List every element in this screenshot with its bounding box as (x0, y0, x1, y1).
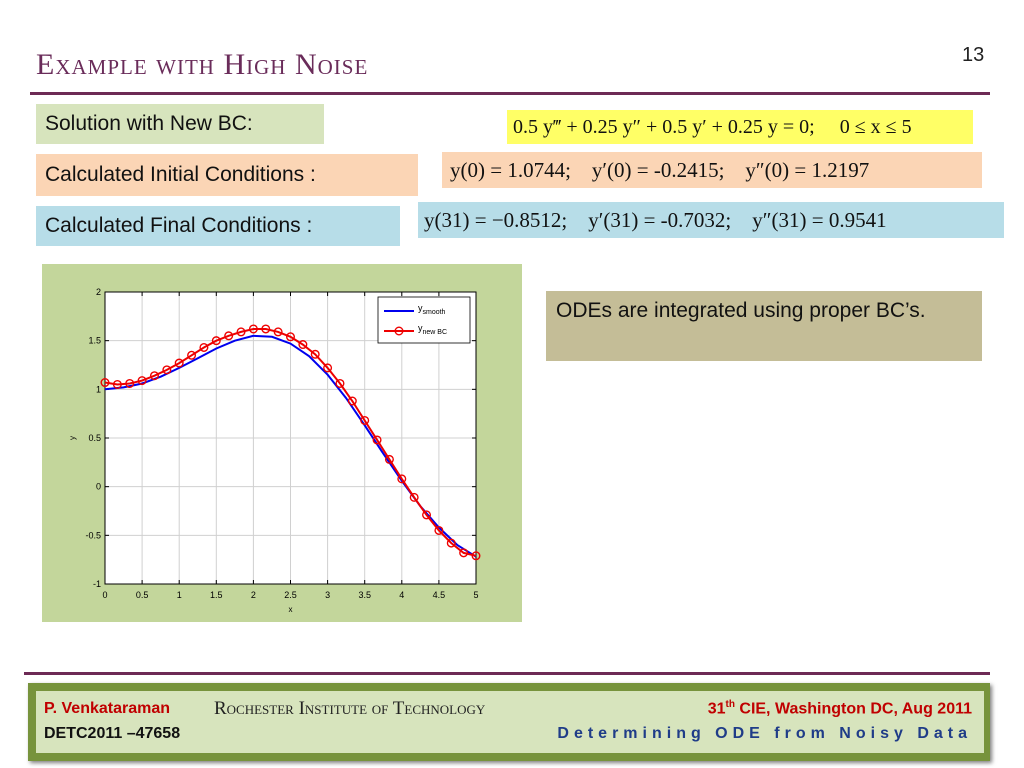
data-point (310, 349, 320, 359)
slide-title: Example with High Noise (36, 48, 369, 81)
data-point (162, 365, 172, 375)
data-point (459, 548, 469, 558)
footer-paper-id: DETC2011 –47658 (44, 725, 181, 742)
data-point (434, 525, 444, 535)
data-point (323, 363, 333, 373)
data-point (137, 376, 147, 386)
title-divider (30, 92, 990, 95)
x-tick-label: 3.5 (358, 590, 371, 600)
x-tick-label: 1 (177, 590, 182, 600)
y-tick-label: 2 (96, 287, 101, 297)
x-tick-label: 3 (325, 590, 330, 600)
data-point (261, 324, 271, 334)
new-bc-label-box: Solution with New BC: (36, 104, 324, 144)
data-point (149, 371, 159, 381)
x-tick-label: 4.5 (433, 590, 446, 600)
final-conditions-label-box: Calculated Final Conditions : (36, 206, 400, 246)
data-point (211, 336, 221, 346)
conference-number: 31 (707, 700, 726, 718)
data-point (471, 551, 481, 561)
x-tick-label: 2 (251, 590, 256, 600)
data-point (335, 378, 345, 388)
initial-conditions-label: Calculated Initial Conditions : (45, 163, 316, 186)
y-tick-label: 1 (96, 384, 101, 394)
data-point (360, 415, 370, 425)
data-point (273, 327, 283, 337)
data-point (187, 350, 197, 360)
legend-entry-subscript: new BC (423, 329, 448, 336)
final-conditions-label: Calculated Final Conditions : (45, 214, 313, 237)
x-tick-label: 1.5 (210, 590, 223, 600)
data-point (236, 327, 246, 337)
data-point (347, 396, 357, 406)
final-conditions-equation: y(31) = −0.8512; y′(31) = -0.7032; y″(31… (418, 202, 1004, 238)
y-tick-label: 1.5 (88, 336, 101, 346)
data-point (199, 342, 209, 352)
data-point (446, 538, 456, 548)
data-point (224, 331, 234, 341)
conference-ordinal: th (725, 699, 735, 710)
footer-inner: P. Venkataraman Rochester Institute of T… (36, 691, 984, 753)
legend-marker (394, 326, 404, 336)
data-point (372, 435, 382, 445)
series-line-new-bc (104, 328, 477, 557)
x-tick-label: 2.5 (284, 590, 297, 600)
initial-conditions-equation: y(0) = 1.0744; y′(0) = -0.2415; y″(0) = … (442, 152, 982, 188)
plot-frame (104, 291, 477, 585)
y-tick-label: 0.5 (88, 433, 101, 443)
data-point (422, 510, 432, 520)
legend-box (377, 296, 471, 344)
note-box: ODEs are integrated using proper BC’s. (546, 291, 982, 361)
x-tick-label: 5 (473, 590, 478, 600)
data-point (285, 332, 295, 342)
data-point (298, 340, 308, 350)
x-axis-label: x (289, 605, 293, 614)
data-point (174, 358, 184, 368)
line-chart: 0 0.5 1 1.5 2 2.5 3 3.5 4 4.5 5-1-0.500.511.52xyys… (68, 287, 481, 614)
x-tick-label: 4 (399, 590, 404, 600)
footer: P. Venkataraman Rochester Institute of T… (28, 683, 990, 761)
data-point (125, 378, 135, 388)
new-bc-label: Solution with New BC: (45, 112, 253, 135)
footer-topic: Determining ODE from Noisy Data (557, 725, 972, 742)
x-tick-label: 0.5 (136, 590, 149, 600)
footer-author: P. Venkataraman (44, 700, 171, 717)
ode-equation: 0.5 y‴ + 0.25 y″ + 0.5 y′ + 0.25 y = 0; … (507, 110, 973, 144)
data-point (248, 324, 258, 334)
slide-number: 13 (962, 44, 985, 66)
data-point (384, 454, 394, 464)
data-point (112, 379, 122, 389)
y-tick-label: 0 (96, 482, 101, 492)
data-point (100, 378, 110, 388)
footer-institution: Rochester Institute of Technology (214, 698, 486, 719)
legend-entry-subscript: smooth (423, 309, 446, 316)
conference-details: CIE, Washington DC, Aug 2011 (734, 700, 972, 718)
initial-conditions-label-box: Calculated Initial Conditions : (36, 154, 418, 196)
data-point (397, 474, 407, 484)
y-tick-label: -1 (93, 579, 101, 589)
x-tick-label: 0 (102, 590, 107, 600)
footer-conference: 31th CIE, Washington DC, Aug 2011 (708, 699, 972, 718)
y-axis-label: y (68, 436, 77, 440)
footer-divider (24, 672, 990, 675)
data-point (409, 492, 419, 502)
plot-panel: 0 0.5 1 1.5 2 2.5 3 3.5 4 4.5 5 -1 -0.5 0 0.5 1 1.5 2 x y ys… (42, 264, 522, 622)
y-tick-label: -0.5 (85, 530, 101, 540)
